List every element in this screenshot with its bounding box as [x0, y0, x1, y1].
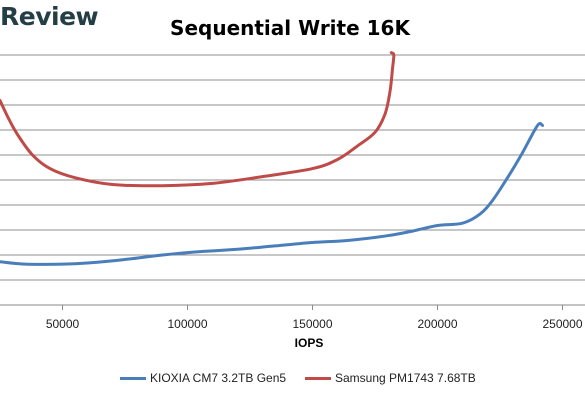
- chart-title: Sequential Write 16K: [170, 16, 410, 40]
- x-tick-label: 200000: [417, 317, 457, 331]
- x-axis-label: IOPS: [295, 336, 324, 350]
- chart-legend: KIOXIA CM7 3.2TB Gen5 Samsung PM1743 7.6…: [0, 371, 585, 389]
- legend-item-kioxia: KIOXIA CM7 3.2TB Gen5: [120, 371, 286, 385]
- x-tick-label: 100000: [167, 317, 207, 331]
- legend-swatch-samsung: [305, 376, 331, 380]
- series-line-kioxia: [0, 121, 544, 266]
- series-line-samsung: [0, 51, 396, 188]
- gridlines: [0, 54, 585, 306]
- series-lines: [0, 51, 544, 266]
- x-tick-label: 50000: [46, 317, 80, 331]
- x-axis-ticks: 50000 100000 150000 200000 250000: [46, 305, 583, 331]
- x-tick-label: 250000: [542, 317, 582, 331]
- legend-label-kioxia: KIOXIA CM7 3.2TB Gen5: [150, 371, 287, 385]
- legend-swatch-kioxia: [120, 376, 146, 380]
- legend-label-samsung: Samsung PM1743 7.68TB: [335, 371, 476, 385]
- legend-item-samsung: Samsung PM1743 7.68TB: [305, 371, 476, 385]
- x-tick-label: 150000: [292, 317, 332, 331]
- logo-text: Review: [0, 2, 99, 31]
